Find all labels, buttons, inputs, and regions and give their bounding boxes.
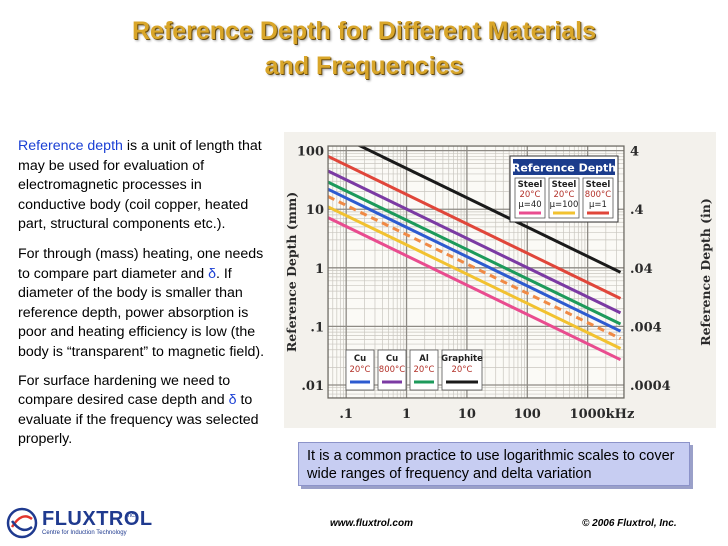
logo-inc: Inc. <box>126 513 136 519</box>
fluxtrol-logo-icon <box>6 507 38 539</box>
legend-bottom-label: 20°C <box>413 365 434 375</box>
series-line-7 <box>327 205 622 350</box>
y2-tick-label: .004 <box>630 320 662 335</box>
legend-top-label: 20°C <box>519 190 540 200</box>
chart-svg: .01 .1 1 10 100 .0004 .004 .04 .4 4 .1 1 10 100 1000 kH… <box>284 128 716 428</box>
paragraph-reference-depth: Reference depth is a unit of length that… <box>18 137 270 235</box>
paragraph-2-text-b: . If diameter of the body is smaller tha… <box>18 265 265 360</box>
delta-symbol: δ <box>208 265 216 282</box>
y-tick-label: 10 <box>306 203 324 218</box>
y2-tick-label: .4 <box>630 203 644 218</box>
chart-margin-top <box>284 132 716 146</box>
paragraph-1-text: is a unit of length that may be used for… <box>18 138 262 233</box>
legend-top-cell <box>514 177 546 219</box>
body-text-block: Reference depth is a unit of length that… <box>18 137 270 450</box>
series-line-4 <box>327 180 622 326</box>
y2-axis-title: Reference Depth (in) <box>698 198 713 346</box>
slide-title: Reference Depth for Different Materials … <box>20 14 708 84</box>
series-line-3 <box>327 169 622 315</box>
legend-bottom-label: 800°C <box>379 365 405 375</box>
fluxtrol-logo: FLUXTROL Inc. Centre for Induction Techn… <box>6 505 152 541</box>
delta-symbol: δ <box>228 392 237 409</box>
slide-title-line-1: Reference Depth for Different Materials <box>131 17 596 45</box>
y2-tick-label: .04 <box>630 262 653 277</box>
series-line-2 <box>327 154 622 300</box>
y-tick-label: 100 <box>297 145 324 160</box>
x-tick-label: 1000 <box>570 407 606 422</box>
legend-top-label: 800°C <box>585 190 611 200</box>
legend-top-heading: Reference Depth <box>512 162 616 175</box>
legend-top-cell <box>582 177 614 219</box>
legend-top-label: µ=100 <box>550 200 579 210</box>
y-tick-label: .1 <box>310 320 324 335</box>
y-tick-label: .01 <box>301 379 324 394</box>
footer-copyright: © 2006 Fluxtrol, Inc. <box>582 518 677 529</box>
slide-title-line-2: and Frequencies <box>264 52 464 80</box>
chart-margin-bottom <box>284 398 716 428</box>
legend-top-label: 20°C <box>553 190 574 200</box>
legend-top-label: µ=40 <box>518 200 541 210</box>
y2-tick-label: .0004 <box>630 379 671 394</box>
chart-margin-left <box>284 132 328 428</box>
paragraph-3-text-b: to evaluate if the frequency was selecte… <box>18 392 259 448</box>
term-reference-depth: Reference depth <box>18 138 123 154</box>
paragraph-3-text-a: For surface hardening we need to compare… <box>18 372 231 409</box>
legend-top-heading-bg <box>513 159 615 175</box>
series-line-8 <box>327 216 622 362</box>
plot-border <box>327 145 625 399</box>
legend-bottom-label: Cu <box>386 354 398 364</box>
legend-top-cell <box>548 177 580 219</box>
x-tick-label: 1 <box>402 407 411 422</box>
legend-bottom-label: Graphite <box>441 354 483 364</box>
logo-tagline: Centre for Induction Technology <box>42 530 127 536</box>
x-tick-label: 10 <box>458 407 476 422</box>
x-tick-label: 100 <box>514 407 541 422</box>
y2-tick-label: 4 <box>630 145 639 160</box>
reference-depth-chart: .01 .1 1 10 100 .0004 .004 .04 .4 4 .1 1 10 100 1000 kH… <box>284 128 716 428</box>
paragraph-2-text-a: For through (mass) heating, one needs to… <box>18 245 264 282</box>
legend-bottom-label: Cu <box>354 354 366 364</box>
footer-url[interactable]: www.fluxtrol.com <box>330 518 413 529</box>
x-tick-label: .1 <box>339 407 353 422</box>
chart-margin-right <box>624 132 716 428</box>
legend-top-label: Steel <box>518 180 543 190</box>
legend-top-label: µ=1 <box>589 200 607 210</box>
series-line-5 <box>327 187 622 333</box>
legend-top-label: Steel <box>586 180 611 190</box>
legend-bottom-label: Al <box>419 354 429 364</box>
y-tick-label: 1 <box>315 262 324 277</box>
logo-wordmark: FLUXTROL <box>42 508 153 530</box>
paragraph-through-heating: For through (mass) heating, one needs to… <box>18 245 270 363</box>
series-line-1 <box>327 128 622 274</box>
paragraph-surface-hardening: For surface hardening we need to compare… <box>18 372 270 450</box>
y-axis-title: Reference Depth (mm) <box>284 192 299 352</box>
legend-top-label: Steel <box>552 180 577 190</box>
legend-bottom-label: 20°C <box>451 365 472 375</box>
legend-bottom-label: 20°C <box>349 365 370 375</box>
series-line-6 <box>327 195 622 340</box>
log-scale-callout: It is a common practice to use logarithm… <box>298 442 690 486</box>
x-unit-label: kHz <box>606 407 635 422</box>
